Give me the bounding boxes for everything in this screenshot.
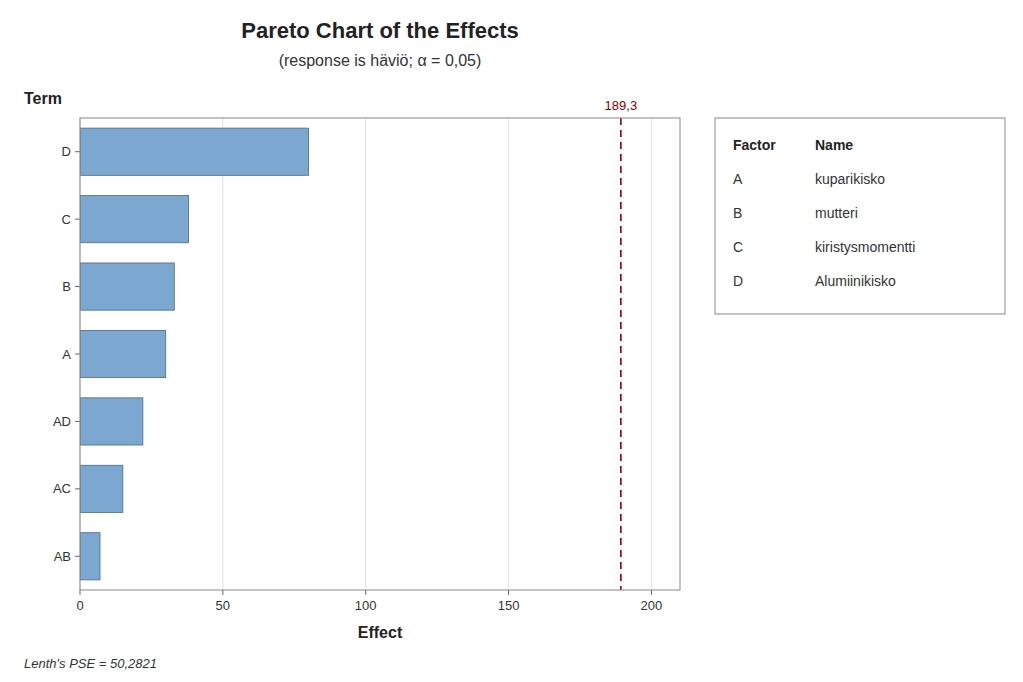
y-tick (75, 286, 80, 287)
y-tick (75, 556, 80, 557)
y-tick-label: D (62, 144, 71, 159)
bar (80, 398, 143, 445)
y-tick-label: AC (53, 481, 71, 496)
subtitle: (response is häviö; α = 0,05) (279, 52, 482, 69)
bar (80, 196, 189, 243)
title: Pareto Chart of the Effects (241, 18, 519, 43)
y-tick (75, 354, 80, 355)
factor-letter: C (733, 239, 743, 255)
footnote: Lenth's PSE = 50,2821 (24, 656, 157, 671)
y-tick (75, 421, 80, 422)
grid-line (651, 118, 652, 590)
x-tick-label: 0 (76, 598, 83, 613)
y-tick-label: A (62, 347, 71, 362)
bar (80, 533, 100, 580)
x-tick (508, 590, 509, 595)
reference-line (620, 118, 622, 590)
chart-container: Pareto Chart of the Effects (response is … (0, 0, 1023, 682)
factor-table-header: Name (815, 137, 853, 153)
plot-frame (80, 118, 680, 590)
bar (80, 465, 123, 512)
factor-table-header: Factor (733, 137, 776, 153)
marks (80, 118, 621, 590)
grid-line (365, 118, 366, 590)
y-tick (75, 219, 80, 220)
bar (80, 330, 166, 377)
x-tick-label: 150 (498, 598, 520, 613)
x-axis-label: Effect (358, 624, 403, 641)
y-tick (75, 151, 80, 152)
y-tick-label: B (62, 279, 71, 294)
y-axis-label: Term (24, 90, 62, 107)
x-tick (222, 590, 223, 595)
reference-line-label: 189,3 (605, 98, 638, 113)
factor-name: kiristysmomentti (815, 239, 915, 255)
bar (80, 263, 174, 310)
factor-letter: A (733, 171, 743, 187)
factor-name: Alumiinikisko (815, 273, 896, 289)
bar (80, 128, 309, 175)
y-tick (75, 488, 80, 489)
x-tick (651, 590, 652, 595)
factor-name: mutteri (815, 205, 858, 221)
x-tick (365, 590, 366, 595)
x-tick-label: 100 (355, 598, 377, 613)
grid (80, 118, 651, 590)
x-tick-label: 50 (216, 598, 230, 613)
x-tick (80, 590, 81, 595)
grid-line (222, 118, 223, 590)
grid-line (508, 118, 509, 590)
factor-letter: D (733, 273, 743, 289)
y-tick-label: C (62, 212, 71, 227)
plot-background (80, 118, 680, 590)
y-tick-label: AD (53, 414, 71, 429)
chart-svg: Pareto Chart of the Effects (response is … (0, 0, 1023, 682)
factor-name: kuparikisko (815, 171, 885, 187)
x-tick-label: 200 (641, 598, 663, 613)
factor-table-box (715, 118, 1005, 314)
factor-letter: B (733, 205, 742, 221)
y-tick-label: AB (54, 549, 71, 564)
